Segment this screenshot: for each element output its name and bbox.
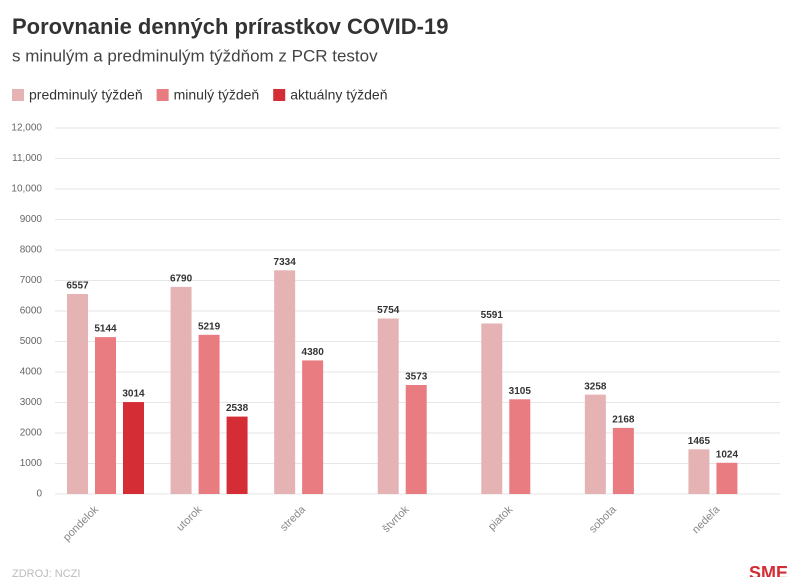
x-tick-label: sobota [587, 503, 619, 535]
y-tick-label: 5000 [20, 336, 43, 347]
bar [123, 402, 144, 494]
bar [170, 286, 192, 494]
x-tick-label: pondelok [61, 503, 101, 543]
bar [302, 360, 324, 494]
bar [688, 449, 710, 494]
bar [377, 318, 399, 494]
legend-swatch [12, 89, 24, 101]
y-tick-label: 10,000 [11, 184, 42, 195]
value-label: 1465 [688, 436, 711, 447]
value-label: 5144 [94, 324, 117, 335]
value-label: 2168 [612, 415, 635, 426]
legend-label: aktuálny týždeň [290, 87, 387, 103]
bar [198, 334, 220, 494]
y-tick-label: 4000 [20, 367, 43, 378]
value-label: 5591 [481, 310, 504, 321]
value-label: 4380 [302, 347, 325, 358]
chart-subtitle: s minulým a predminulým týždňom z PCR te… [12, 46, 378, 65]
value-label: 5219 [198, 321, 221, 332]
bar [226, 416, 248, 494]
bar [584, 394, 606, 494]
value-label: 3258 [584, 381, 607, 392]
x-tick-label: utorok [174, 503, 204, 533]
bar [481, 323, 503, 494]
bar [716, 462, 738, 494]
chart-title: Porovnanie denných prírastkov COVID-19 [12, 14, 448, 39]
legend-swatch [156, 89, 169, 101]
y-tick-label: 6000 [20, 306, 43, 317]
bar [95, 337, 116, 494]
y-tick-label: 12,000 [11, 123, 42, 134]
y-tick-label: 11,000 [12, 153, 42, 164]
legend-label: minulý týždeň [174, 87, 260, 103]
source: ZDROJ: NCZI [12, 568, 80, 577]
value-label: 3573 [405, 372, 428, 383]
bar [405, 385, 427, 494]
x-tick-label: piatok [486, 503, 516, 533]
x-tick-label: štvrtok [380, 503, 412, 535]
legend-label: predminulý týždeň [29, 87, 143, 103]
value-label: 6790 [170, 274, 193, 285]
value-label: 1024 [716, 449, 739, 460]
bar [274, 270, 296, 494]
x-tick-label: nedeľa [690, 503, 723, 536]
y-tick-label: 7000 [20, 275, 43, 286]
legend-swatch [273, 89, 286, 101]
value-label: 6557 [66, 281, 89, 292]
x-tick-label: streda [278, 503, 309, 534]
y-tick-label: 3000 [20, 397, 43, 408]
value-label: 3014 [122, 389, 145, 400]
value-label: 7334 [274, 257, 297, 268]
y-tick-label: 1000 [20, 458, 43, 469]
bar [612, 427, 634, 494]
bar [67, 294, 88, 494]
y-tick-label: 2000 [20, 428, 43, 439]
value-label: 5754 [377, 305, 400, 316]
logo: SME [749, 563, 788, 577]
value-label: 3105 [509, 386, 532, 397]
y-tick-label: 0 [36, 489, 42, 500]
y-tick-label: 8000 [20, 245, 43, 256]
value-label: 2538 [226, 403, 249, 414]
bar [509, 399, 531, 494]
y-tick-label: 9000 [20, 214, 43, 225]
